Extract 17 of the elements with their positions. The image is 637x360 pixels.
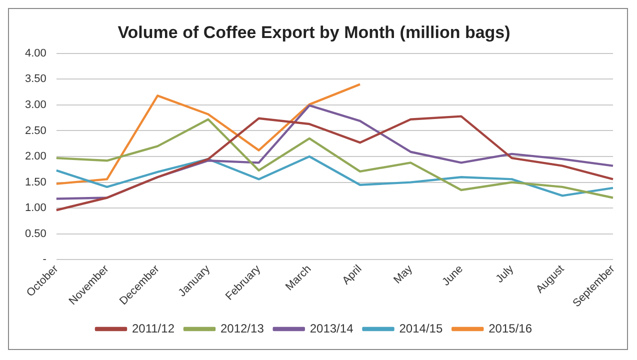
- legend-label: 2011/12: [132, 321, 175, 336]
- y-tick-label: 2.00: [24, 150, 46, 163]
- y-tick-label: 3.00: [24, 98, 46, 111]
- y-tick-label: 1.50: [24, 176, 46, 188]
- legend-label: 2012/13: [220, 321, 264, 336]
- y-tick-label: 4.00: [24, 47, 46, 60]
- legend-label: 2013/14: [310, 321, 354, 336]
- y-tick-label: 0.50: [24, 228, 46, 240]
- legend-label: 2015/16: [488, 321, 532, 336]
- legend-label: 2014/15: [399, 321, 443, 336]
- y-tick-label: 2.50: [24, 124, 46, 137]
- chart-title: Volume of Coffee Export by Month (million bags): [118, 22, 510, 42]
- x-tick-label: May: [392, 262, 416, 286]
- y-tick-label: 3.50: [24, 73, 46, 86]
- x-tick-label: July: [494, 262, 516, 286]
- y-tick-label: -: [42, 254, 47, 266]
- y-tick-label: 1.00: [24, 202, 46, 214]
